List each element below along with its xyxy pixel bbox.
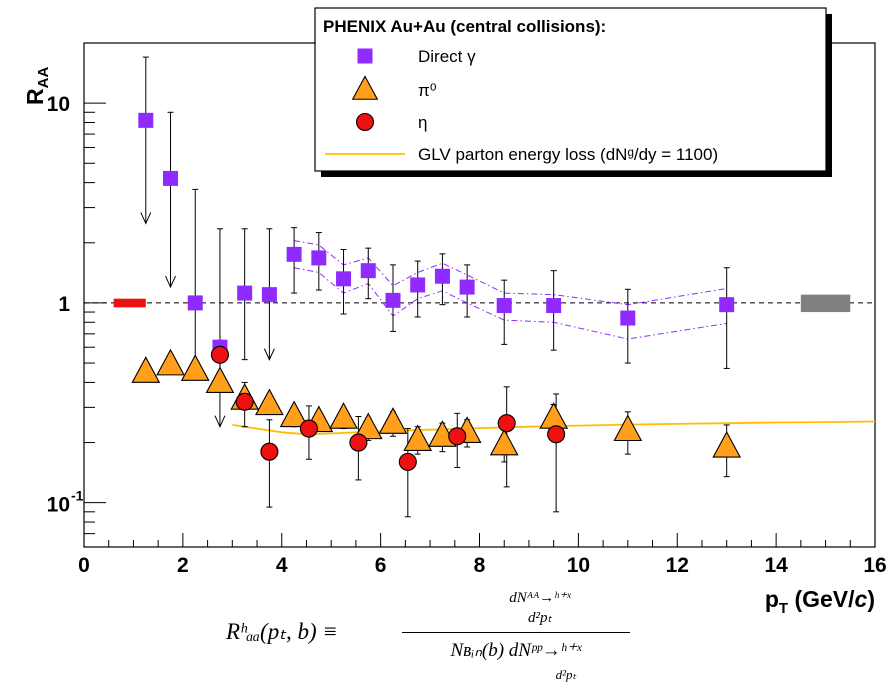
x-tick-label: 10 <box>567 554 590 577</box>
x-axis-title: pT (GeV/c) <box>765 586 875 617</box>
x-tick-label: 14 <box>764 554 788 577</box>
direct-gamma-marker <box>546 298 562 314</box>
direct-gamma-marker <box>163 170 179 186</box>
x-tick-label: 6 <box>375 554 387 577</box>
formula-numerator: dNᴬᴬ→ʰ⁺ˣ <box>509 590 571 606</box>
pi0-marker <box>539 402 569 429</box>
normalization-box <box>800 294 851 313</box>
x-tick-label: 8 <box>474 554 486 577</box>
legend-pi0-marker <box>351 75 379 100</box>
gamma-band-lower <box>294 267 727 340</box>
y-tick-label: 10 <box>47 494 70 517</box>
eta-marker <box>497 414 516 433</box>
pi0-marker <box>205 366 235 394</box>
pi0-marker <box>353 412 383 440</box>
upper-limit-arrow <box>263 348 275 361</box>
pi0-marker <box>712 430 742 458</box>
direct-gamma-marker <box>360 263 376 279</box>
direct-gamma-marker <box>385 292 401 308</box>
direct-gamma-marker <box>719 297 735 313</box>
formula-denominator: Nʙᵢₙ(b) dNᵖᵖ→ʰ⁺ˣ <box>450 640 582 661</box>
x-tick-label: 2 <box>177 554 189 577</box>
pi0-marker <box>180 354 210 381</box>
direct-gamma-marker <box>434 268 450 284</box>
gamma-band-upper <box>294 240 727 306</box>
pi0-marker <box>378 407 408 434</box>
legend-box <box>314 7 827 172</box>
upper-limit-arrow <box>140 212 152 225</box>
eta-marker <box>235 392 254 411</box>
direct-gamma-marker <box>620 310 636 326</box>
y-axis-title: RAA <box>22 67 52 105</box>
eta-marker <box>398 452 417 471</box>
pi0-marker <box>156 348 185 376</box>
raa-definition-formula: Rʰₐₐ(pₜ, b) ≡ dNᴬᴬ→ʰ⁺ˣ d²pₜ Nʙᵢₙ(b) dNᵖᵖ… <box>226 585 646 693</box>
eta-marker <box>547 425 566 444</box>
legend-entry-label: Direct γ <box>418 47 476 66</box>
normalization-box <box>113 298 146 308</box>
y-tick-label: 1 <box>58 293 70 316</box>
formula-denominator-denominator: d²pₜ <box>555 667 577 682</box>
legend-entry-label: GLV parton energy loss (dNᵍ/dy = 1100) <box>418 145 718 164</box>
pi0-marker <box>255 388 284 416</box>
pi0-marker <box>613 414 643 442</box>
direct-gamma-marker <box>286 246 302 262</box>
direct-gamma-marker <box>311 250 327 266</box>
eta-marker <box>349 433 368 452</box>
upper-limit-arrow <box>214 415 226 428</box>
eta-marker <box>210 345 230 364</box>
y-tick-label: 10 <box>47 93 70 116</box>
y-tick-label-exponent: -1 <box>71 488 84 504</box>
x-tick-label: 16 <box>863 554 886 577</box>
direct-gamma-marker <box>261 287 277 303</box>
formula-fraction-bar <box>402 632 630 633</box>
pi0-marker <box>279 400 309 428</box>
direct-gamma-marker <box>336 271 352 287</box>
direct-gamma-marker <box>187 295 203 311</box>
legend-entry-label: π⁰ <box>418 81 437 100</box>
formula-lhs: Rʰₐₐ(pₜ, b) ≡ <box>226 619 338 644</box>
direct-gamma-marker <box>459 279 475 295</box>
upper-limit-arrow <box>165 275 176 289</box>
pi0-marker <box>489 428 519 456</box>
x-tick-label: 0 <box>78 554 90 577</box>
direct-gamma-marker <box>410 277 426 293</box>
direct-gamma-marker <box>237 285 253 301</box>
x-tick-label: 4 <box>276 554 288 577</box>
legend-entry-label: η <box>418 113 427 132</box>
pi0-marker <box>329 402 358 429</box>
legend-eta-marker <box>355 112 375 132</box>
eta-marker <box>299 419 318 438</box>
pi0-marker <box>131 356 161 383</box>
legend-gamma-marker <box>357 48 373 64</box>
legend-title: PHENIX Au+Au (central collisions): <box>323 17 606 36</box>
eta-marker <box>260 442 279 461</box>
direct-gamma-marker <box>138 112 154 128</box>
pi0-marker <box>403 424 433 452</box>
formula-numerator-denominator: d²pₜ <box>528 610 552 626</box>
x-tick-label: 12 <box>666 554 689 577</box>
direct-gamma-marker <box>496 298 512 314</box>
eta-marker <box>448 427 467 446</box>
